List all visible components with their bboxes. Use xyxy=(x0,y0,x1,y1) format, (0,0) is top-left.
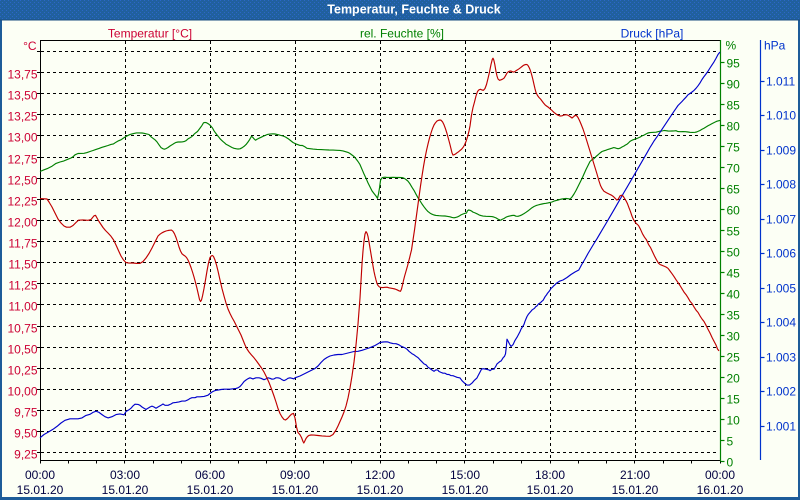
svg-text:35: 35 xyxy=(727,308,741,322)
svg-text:12,50: 12,50 xyxy=(7,174,37,188)
svg-text:13,50: 13,50 xyxy=(7,89,37,103)
svg-text:1.002: 1.002 xyxy=(766,384,796,398)
svg-text:11,25: 11,25 xyxy=(8,279,37,293)
svg-text:hPa: hPa xyxy=(764,39,786,53)
svg-text:60: 60 xyxy=(727,203,741,217)
svg-text:15.01.20: 15.01.20 xyxy=(102,483,149,497)
svg-text:Temperatur [°C]: Temperatur [°C] xyxy=(108,27,192,41)
svg-text:1.007: 1.007 xyxy=(766,212,796,226)
svg-text:10: 10 xyxy=(727,413,741,427)
svg-text:90: 90 xyxy=(727,77,741,91)
svg-text:95: 95 xyxy=(727,56,741,70)
svg-text:10,75: 10,75 xyxy=(7,322,37,336)
svg-text:45: 45 xyxy=(727,266,741,280)
svg-text:12,00: 12,00 xyxy=(7,216,37,230)
svg-text:11,00: 11,00 xyxy=(8,300,37,314)
svg-text:1.008: 1.008 xyxy=(766,177,796,191)
svg-text:30: 30 xyxy=(727,329,741,343)
svg-text:°C: °C xyxy=(23,39,37,53)
svg-text:12:00: 12:00 xyxy=(365,468,395,482)
svg-text:1.009: 1.009 xyxy=(766,143,796,157)
svg-text:15:00: 15:00 xyxy=(450,468,480,482)
svg-text:15: 15 xyxy=(727,392,741,406)
svg-text:55: 55 xyxy=(727,224,741,238)
svg-text:1.004: 1.004 xyxy=(766,315,796,329)
svg-text:10,50: 10,50 xyxy=(7,343,37,357)
svg-text:12,75: 12,75 xyxy=(7,153,37,167)
svg-text:00:00: 00:00 xyxy=(705,468,735,482)
svg-text:1.006: 1.006 xyxy=(766,246,796,260)
svg-text:25: 25 xyxy=(727,350,741,364)
svg-text:21:00: 21:00 xyxy=(620,468,650,482)
svg-text:15.01.20: 15.01.20 xyxy=(442,483,489,497)
svg-text:1.001: 1.001 xyxy=(766,419,796,433)
svg-text:70: 70 xyxy=(727,161,741,175)
svg-text:11,50: 11,50 xyxy=(8,258,37,272)
svg-text:20: 20 xyxy=(727,371,741,385)
svg-text:1.003: 1.003 xyxy=(766,350,796,364)
svg-text:5: 5 xyxy=(727,434,734,448)
svg-text:15.01.20: 15.01.20 xyxy=(187,483,234,497)
svg-text:40: 40 xyxy=(727,287,741,301)
svg-text:15.01.20: 15.01.20 xyxy=(612,483,659,497)
svg-text:75: 75 xyxy=(727,140,741,154)
svg-text:15.01.20: 15.01.20 xyxy=(527,483,574,497)
svg-text:10,00: 10,00 xyxy=(7,385,37,399)
svg-text:12,25: 12,25 xyxy=(7,195,37,209)
svg-text:00:00: 00:00 xyxy=(25,468,55,482)
svg-text:rel. Feuchte [%]: rel. Feuchte [%] xyxy=(360,27,444,41)
svg-text:Druck [hPa]: Druck [hPa] xyxy=(621,27,684,41)
svg-text:18:00: 18:00 xyxy=(535,468,565,482)
svg-text:06:00: 06:00 xyxy=(195,468,225,482)
svg-text:13,75: 13,75 xyxy=(7,68,37,82)
svg-text:80: 80 xyxy=(727,119,741,133)
svg-text:13,25: 13,25 xyxy=(7,110,37,124)
svg-text:9,25: 9,25 xyxy=(14,448,38,462)
svg-text:1.010: 1.010 xyxy=(766,108,796,122)
svg-text:10,25: 10,25 xyxy=(7,364,37,378)
svg-text:15.01.20: 15.01.20 xyxy=(357,483,404,497)
svg-text:65: 65 xyxy=(727,182,741,196)
svg-text:50: 50 xyxy=(727,245,741,259)
svg-text:03:00: 03:00 xyxy=(110,468,140,482)
svg-text:Temperatur, Feuchte & Druck: Temperatur, Feuchte & Druck xyxy=(327,3,500,17)
svg-text:1.005: 1.005 xyxy=(766,281,796,295)
svg-text:0: 0 xyxy=(727,455,734,469)
svg-text:9,75: 9,75 xyxy=(14,406,38,420)
svg-text:09:00: 09:00 xyxy=(280,468,310,482)
svg-text:%: % xyxy=(726,39,737,53)
svg-text:16.01.20: 16.01.20 xyxy=(697,483,744,497)
svg-text:85: 85 xyxy=(727,98,741,112)
svg-text:9,50: 9,50 xyxy=(14,427,38,441)
svg-text:11,75: 11,75 xyxy=(8,237,37,251)
svg-text:15.01.20: 15.01.20 xyxy=(17,483,64,497)
svg-text:1.011: 1.011 xyxy=(766,74,795,88)
svg-text:15.01.20: 15.01.20 xyxy=(272,483,319,497)
svg-text:13,00: 13,00 xyxy=(7,131,37,145)
